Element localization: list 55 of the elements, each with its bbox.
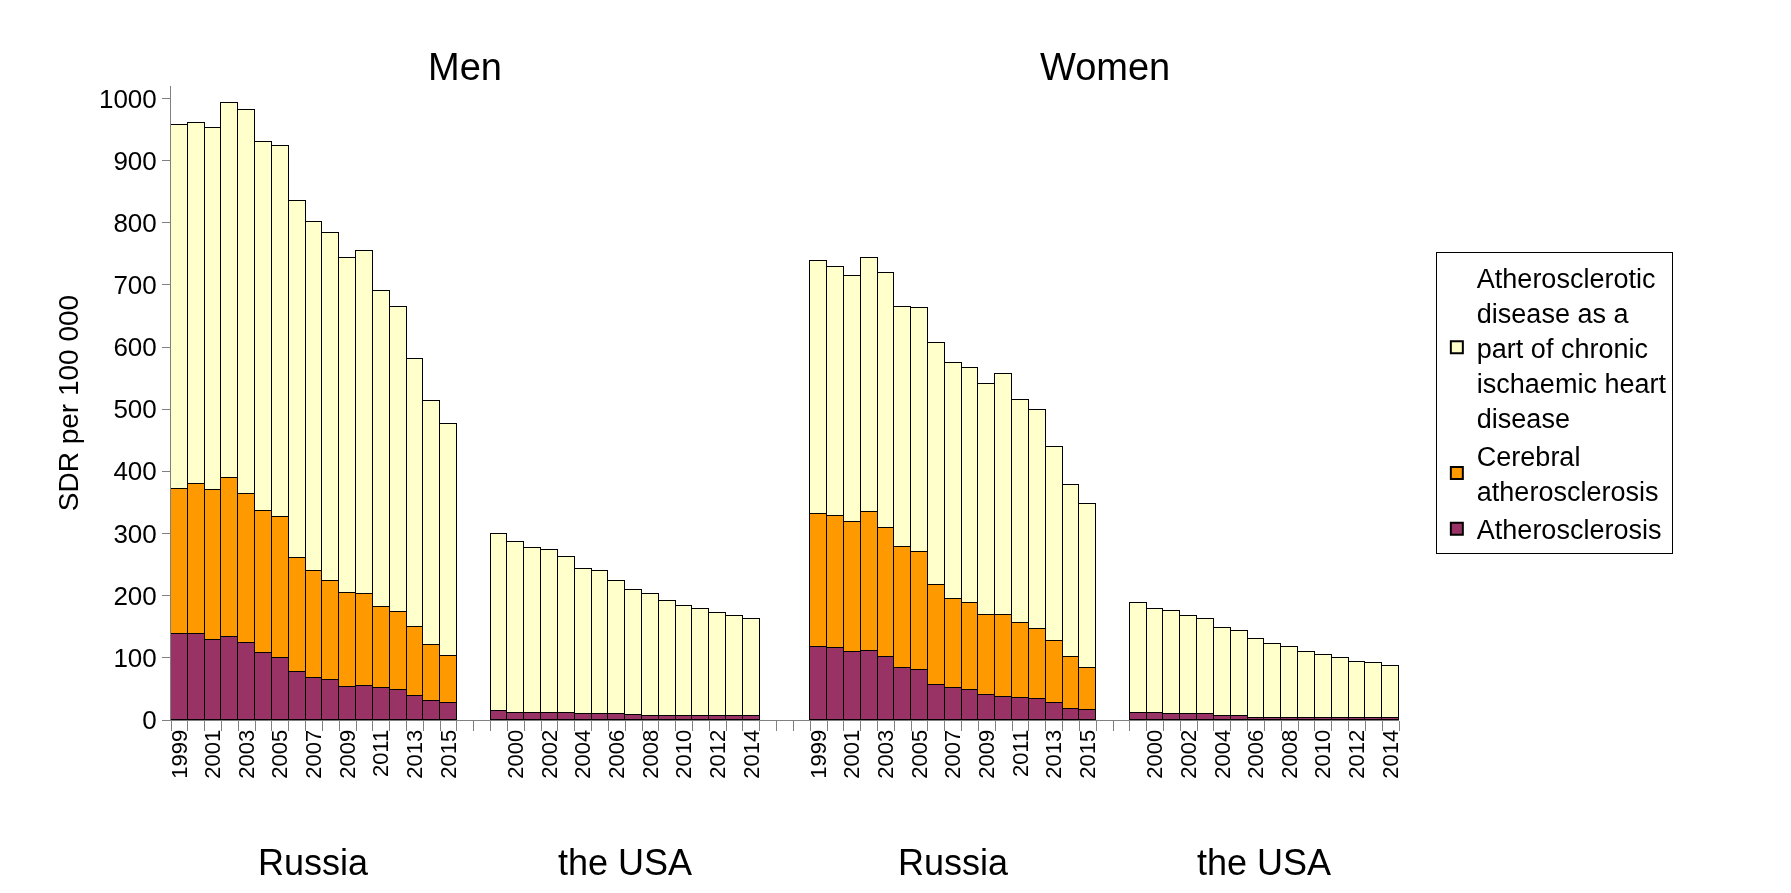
- x-tick-label: 2004: [1209, 729, 1235, 779]
- annotation: Men: [428, 46, 502, 88]
- x-tick-label: 2008: [1276, 729, 1302, 779]
- y-tick-label: 200: [113, 580, 157, 611]
- x-tick-label: 2011: [368, 729, 394, 778]
- x-tick-label: 2014: [1377, 729, 1403, 779]
- x-tick-label: 2009: [974, 729, 1000, 779]
- x-tick-label: 2010: [671, 729, 697, 779]
- x-tick-label: 2015: [435, 729, 461, 779]
- x-tick-label: 2014: [738, 729, 764, 779]
- x-tick-label: 2013: [402, 729, 428, 779]
- y-tick-label: 400: [113, 456, 157, 487]
- x-tick-label: 2003: [233, 729, 259, 779]
- x-tick-label: 2001: [839, 729, 865, 779]
- y-axis-title: SDR per 100 000: [52, 294, 84, 512]
- y-tick-label: 100: [113, 642, 157, 673]
- y-tick-label: 0: [142, 705, 157, 736]
- legend-label: Cerebral atherosclerosis: [1476, 442, 1659, 508]
- annotation: Women: [1040, 46, 1171, 88]
- y-tick-label: 800: [113, 207, 157, 238]
- x-tick-label: 2006: [603, 729, 629, 779]
- text: the USA: [558, 842, 693, 883]
- x-tick-label: 2001: [200, 729, 226, 779]
- x-tick-label: 2007: [940, 729, 966, 779]
- x-tick-label: 2007: [301, 729, 327, 779]
- x-tick-label: 2006: [1243, 729, 1269, 779]
- x-tick-label: 2005: [267, 729, 293, 779]
- y-tick-label: 500: [113, 394, 157, 425]
- x-tick-label: 2012: [704, 729, 730, 779]
- x-tick-label: 2000: [503, 729, 528, 779]
- x-tick-label: 2009: [334, 729, 360, 779]
- x-tick-label: 2013: [1041, 729, 1067, 779]
- text: the USA: [1197, 842, 1332, 883]
- x-tick-label: 2012: [1344, 729, 1370, 779]
- y-tick-label: 300: [113, 518, 157, 549]
- x-tick-label: 2010: [1310, 729, 1336, 779]
- x-tick-label: 2004: [570, 729, 596, 779]
- legend-label: Atherosclerosis: [1476, 515, 1662, 546]
- text: Russia: [258, 842, 370, 883]
- x-tick-label: 2008: [637, 729, 663, 779]
- x-tick-label: 2015: [1074, 729, 1100, 779]
- y-tick-label: 900: [113, 145, 157, 176]
- y-tick-label: 600: [113, 332, 157, 363]
- text: Russia: [898, 842, 1010, 883]
- x-tick-label: 2002: [1175, 729, 1201, 779]
- x-tick-label: 2002: [536, 729, 562, 779]
- legend-label: Atherosclerotic disease as a part of chronic ischaemic heart disease: [1476, 263, 1667, 434]
- x-tick-label: 2011: [1007, 729, 1033, 778]
- y-tick-label: 1000: [98, 83, 157, 114]
- x-tick-label: 1999: [166, 729, 192, 779]
- y-tick-label: 700: [113, 270, 157, 300]
- x-tick-label: 1999: [805, 729, 831, 779]
- x-tick-label: 2000: [1142, 729, 1168, 779]
- x-tick-label: 2005: [906, 729, 932, 779]
- x-tick-label: 2003: [873, 729, 899, 779]
